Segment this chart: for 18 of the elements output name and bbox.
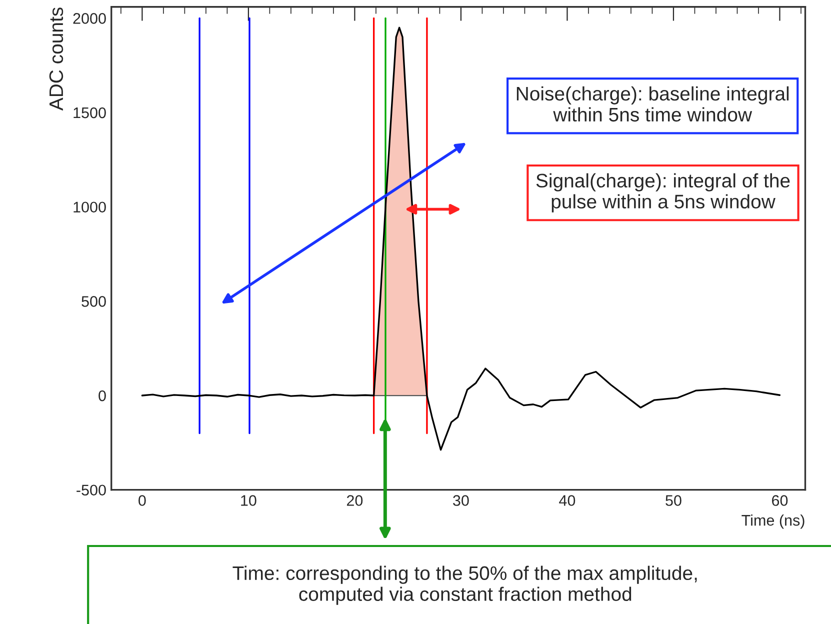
- x-tick-label: 40: [559, 495, 576, 506]
- x-tick-label: 0: [138, 495, 146, 506]
- x-tick-label: 60: [772, 495, 788, 506]
- y-tick-label: 2000: [73, 13, 106, 24]
- y-tick-label: 1000: [74, 202, 106, 213]
- x-axis-title: Time (ns): [742, 514, 804, 529]
- y-tick-label: 1500: [74, 107, 106, 118]
- annotation: Noise(charge): baseline integral within 5ns time window: [516, 86, 789, 122]
- y-axis-title: ADC counts: [49, 8, 64, 111]
- y-tick-label: -500: [76, 484, 106, 496]
- x-tick-label: 10: [241, 495, 256, 506]
- annotation: Signal(charge): integral of the pulse within a 5ns window: [536, 173, 790, 212]
- text: Time: corresponding to the 50% of the max amplitude, computed via constant fraction method: [232, 566, 697, 605]
- y-tick-label: 0: [98, 390, 106, 402]
- x-tick-label: 30: [453, 495, 469, 506]
- y-tick-label: 500: [82, 296, 106, 307]
- x-tick-label: 20: [346, 495, 363, 506]
- x-tick-label: 50: [666, 495, 682, 506]
